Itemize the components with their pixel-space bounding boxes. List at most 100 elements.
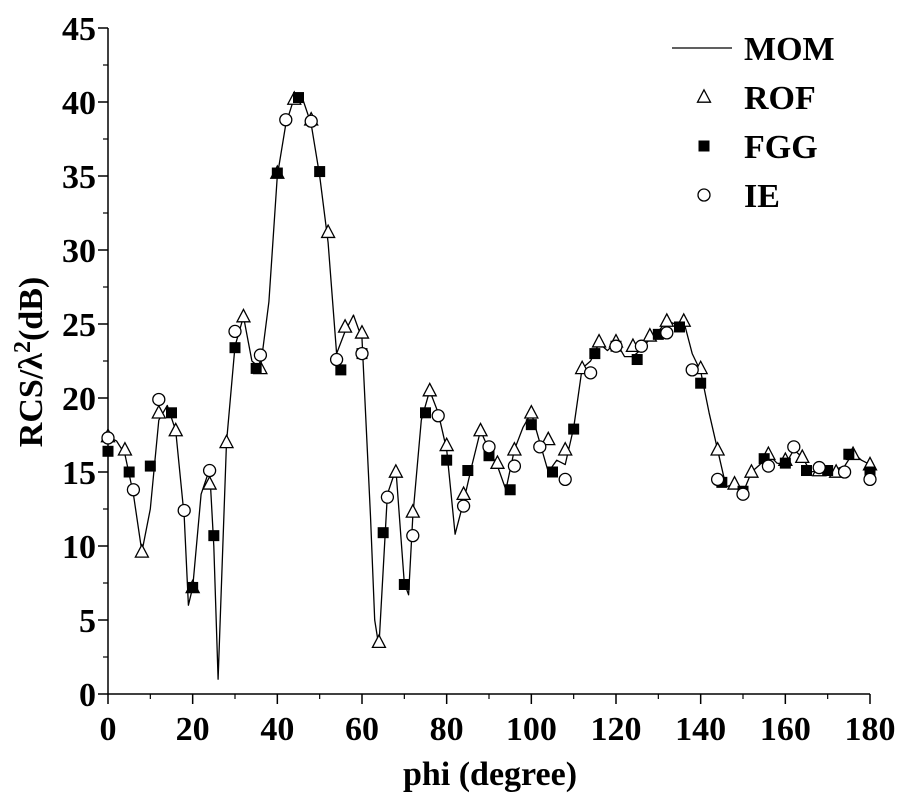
- rof-point: [591, 333, 607, 348]
- fgg-point: [674, 321, 685, 333]
- fgg-point: [398, 578, 410, 590]
- ie-point: [152, 392, 166, 407]
- fgg-point: [483, 450, 495, 462]
- fgg-point: [441, 454, 453, 466]
- fgg-point: [462, 465, 474, 477]
- rof-point: [354, 324, 370, 339]
- ie-point: [279, 113, 293, 127]
- rof-point: [405, 503, 421, 518]
- ie-point: [431, 409, 445, 423]
- y-tick-label: 20: [62, 381, 96, 418]
- ie-point: [202, 463, 217, 478]
- ie-point: [253, 348, 268, 362]
- rof-point: [743, 463, 760, 478]
- ie-point: [685, 363, 699, 377]
- ie-point: [380, 490, 395, 504]
- fgg-point: [864, 466, 876, 478]
- ie-point: [228, 324, 242, 339]
- fgg-point: [123, 466, 135, 478]
- fgg-point: [631, 354, 643, 366]
- fgg-point: [525, 419, 537, 431]
- y-axis-title-main: RCS/λ: [13, 353, 50, 447]
- fgg-point: [271, 167, 283, 179]
- ie-point: [609, 339, 623, 353]
- ie-point: [177, 503, 191, 518]
- ie-point: [837, 465, 852, 479]
- series-layer: [100, 90, 878, 680]
- y-axis-title: RCS/λ2(dB): [10, 277, 50, 447]
- ie-point: [660, 326, 674, 340]
- ie-point: [710, 472, 725, 487]
- legend-label-rof: ROF: [744, 80, 816, 117]
- ie-point: [787, 440, 801, 454]
- rof-point: [659, 312, 675, 327]
- ie-point: [304, 114, 318, 128]
- y-tick-label: 35: [62, 159, 96, 196]
- fgg-point: [144, 460, 156, 472]
- series-rof: [100, 90, 878, 649]
- fgg-point: [801, 465, 812, 477]
- rof-point: [794, 448, 810, 464]
- x-tick-label: 0: [100, 711, 117, 748]
- ie-point: [736, 487, 750, 501]
- rof-point: [320, 223, 336, 239]
- x-tick-label: 60: [345, 711, 379, 748]
- fgg-point: [335, 364, 347, 376]
- fgg-point: [504, 484, 516, 496]
- y-tick-label: 30: [62, 233, 96, 270]
- fgg-point: [229, 342, 241, 354]
- series-fgg: [102, 92, 876, 593]
- ie-point: [101, 431, 115, 445]
- fgg-point: [420, 407, 431, 419]
- rof-point: [168, 422, 184, 437]
- x-tick-label: 40: [260, 711, 294, 748]
- y-tick-label: 45: [62, 11, 96, 48]
- y-tick-label: 25: [62, 307, 96, 344]
- rof-point: [218, 433, 235, 449]
- rof-point: [235, 308, 252, 323]
- ie-point: [863, 472, 877, 487]
- ie-point: [406, 528, 420, 543]
- x-tick-label: 120: [591, 711, 642, 748]
- ie-point: [355, 346, 369, 361]
- fgg-point: [102, 445, 114, 457]
- y-tick-label: 0: [79, 677, 96, 714]
- rof-point: [337, 318, 353, 333]
- ie-point: [583, 366, 598, 380]
- ie-point: [812, 460, 826, 475]
- ie-point: [558, 472, 572, 487]
- rof-point: [388, 463, 404, 478]
- y-tick-label: 10: [62, 529, 96, 566]
- fgg-point: [547, 466, 558, 478]
- fgg-point: [652, 328, 664, 340]
- ticks: 0 20 40 60 80 100 120 140 160 180 0 5 10 15 20 25 30 35 40…: [62, 11, 896, 748]
- axis-titles: phi (degree) RCS/λ2(dB): [10, 277, 577, 793]
- legend-label-ie: IE: [744, 178, 780, 215]
- ie-point: [761, 459, 776, 473]
- rof-point: [134, 543, 150, 558]
- series-ie: [101, 113, 877, 543]
- fgg-point: [166, 407, 177, 419]
- y-axis-title-sup: 2: [10, 341, 36, 353]
- x-tick-label: 140: [675, 711, 726, 748]
- fgg-point: [568, 423, 580, 435]
- fgg-point: [314, 166, 326, 178]
- rof-point: [202, 475, 218, 490]
- ie-point: [533, 440, 547, 454]
- x-tick-label: 20: [176, 711, 210, 748]
- rof-point: [489, 454, 506, 469]
- fgg-point: [250, 362, 262, 374]
- y-tick-label: 5: [79, 603, 96, 640]
- fgg-point: [695, 377, 707, 389]
- rof-point: [456, 485, 472, 501]
- rof-point: [540, 430, 556, 446]
- x-tick-label: 160: [760, 711, 811, 748]
- legend-swatch-fgg: [698, 140, 710, 152]
- x-tick-label: 180: [845, 711, 896, 748]
- rof-point: [117, 441, 133, 456]
- ie-point: [507, 459, 522, 473]
- fgg-point: [822, 465, 834, 477]
- legend-label-fgg: FGG: [744, 129, 818, 166]
- ie-point: [456, 499, 471, 513]
